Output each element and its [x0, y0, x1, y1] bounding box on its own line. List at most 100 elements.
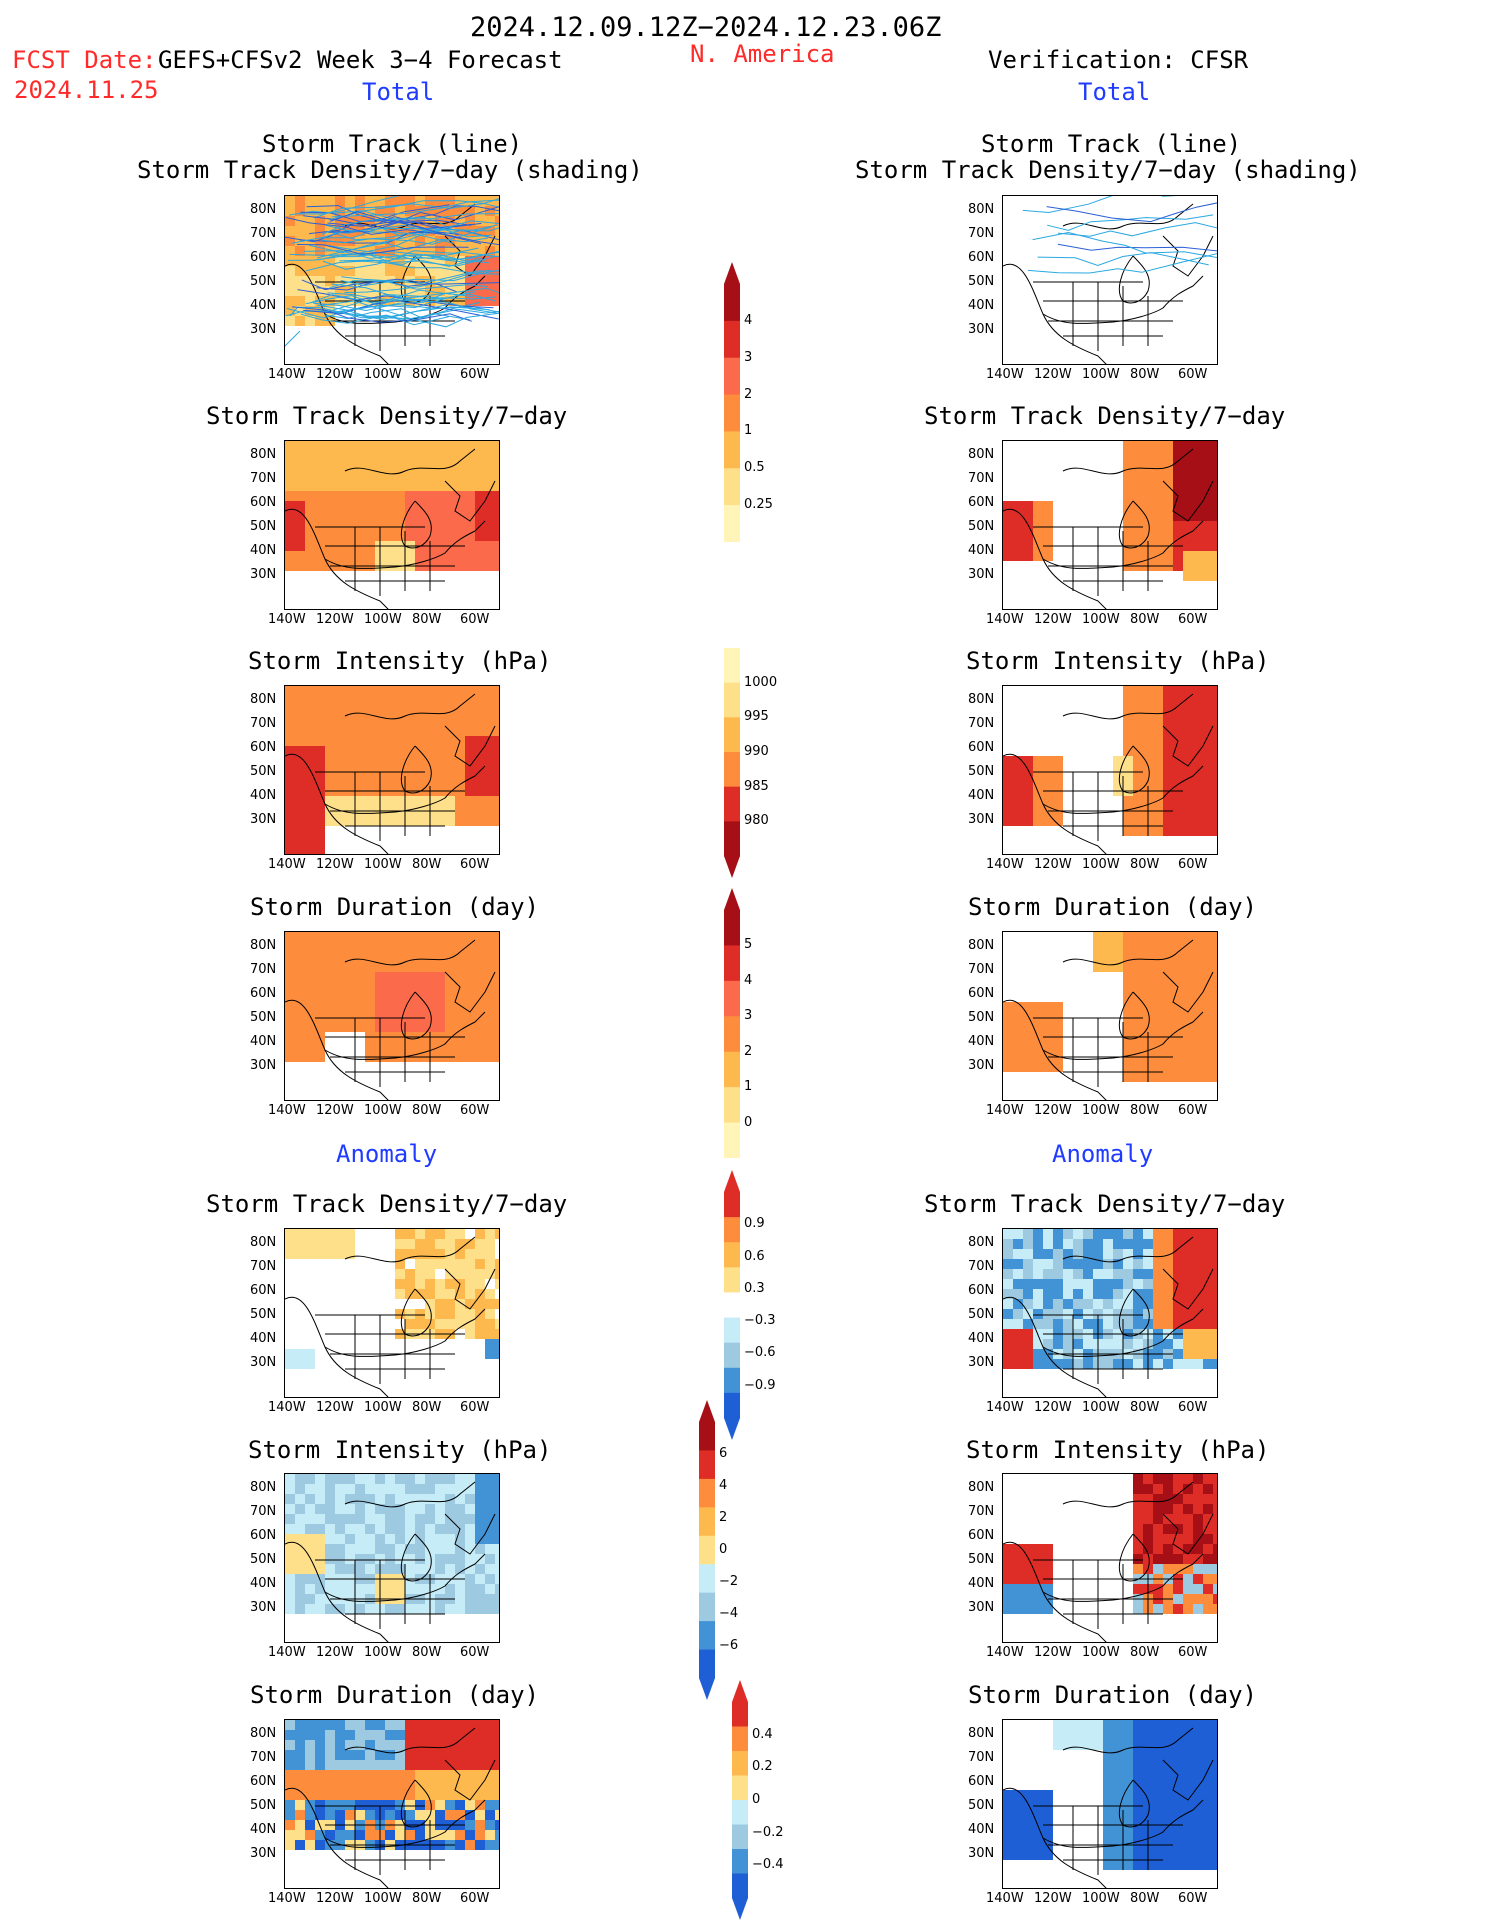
lat-tick-label: 70N: [250, 1750, 277, 1765]
lon-tick-label: 100W: [1082, 367, 1120, 382]
colorbar-swatch: [724, 1367, 740, 1394]
section-anomaly-left: Anomaly: [336, 1140, 438, 1168]
storm-track-line: [1057, 243, 1217, 252]
title-intensity-anom-right: Storm Intensity (hPa): [966, 1436, 1270, 1464]
lat-tick-label: 80N: [968, 1480, 995, 1495]
lat-tick-label: 70N: [968, 1504, 995, 1519]
lat-tick-label: 70N: [250, 962, 277, 977]
lat-tick-label: 40N: [250, 1576, 277, 1591]
colorbar-tick-label: 0: [752, 1792, 761, 1807]
lon-tick-label: 60W: [460, 1103, 490, 1118]
map-track-right: [1002, 195, 1218, 365]
lat-tick-label: 50N: [968, 519, 995, 534]
colorbar-swatch: [724, 284, 740, 322]
colorbar-swatch: [699, 1450, 715, 1480]
lon-tick-label: 60W: [1178, 1400, 1208, 1415]
colorbar-swatch: [724, 1317, 740, 1344]
lon-tick-label: 140W: [268, 857, 306, 872]
lat-tick-label: 40N: [250, 298, 277, 313]
lat-tick-label: 80N: [968, 447, 995, 462]
colorbar-tick-label: 3: [744, 349, 753, 365]
colorbar-swatch: [724, 1217, 740, 1243]
lon-tick-label: 60W: [460, 612, 490, 627]
title-density-left: Storm Track Density/7−day: [206, 402, 568, 430]
lon-tick-label: 80W: [412, 1645, 442, 1660]
colorbar-swatch: [732, 1726, 748, 1752]
colorbar-swatch: [724, 505, 740, 543]
colorbar-arrow-top: [699, 1400, 715, 1422]
lon-tick-label: 100W: [364, 612, 402, 627]
title-track-line-right: Storm Track (line): [981, 130, 1242, 158]
lon-tick-label: 80W: [412, 857, 442, 872]
lon-tick-label: 80W: [1130, 612, 1160, 627]
storm-track-line: [327, 205, 499, 227]
lon-tick-label: 80W: [412, 1891, 442, 1906]
lat-tick-label: 40N: [968, 543, 995, 558]
lat-tick-label: 80N: [250, 1726, 277, 1741]
colorbar-arrow-top: [724, 1170, 740, 1192]
lat-tick-label: 60N: [968, 1528, 995, 1543]
lat-tick-label: 80N: [968, 692, 995, 707]
title-intensity-anom-left: Storm Intensity (hPa): [248, 1436, 552, 1464]
colorbar-arrow-bottom: [732, 1898, 748, 1920]
storm-track-line: [325, 224, 489, 238]
colorbar-swatch: [732, 1702, 748, 1727]
lat-tick-label: 80N: [968, 1235, 995, 1250]
lon-tick-label: 140W: [268, 367, 306, 382]
lon-tick-label: 100W: [364, 1400, 402, 1415]
map-duration-anom-right: [1002, 1719, 1218, 1889]
colorbar-swatch: [724, 1392, 740, 1419]
title-track-shading-right: Storm Track Density/7−day (shading): [855, 156, 1361, 184]
colorbar-swatch: [724, 1342, 740, 1369]
lon-tick-label: 140W: [986, 367, 1024, 382]
lon-tick-label: 120W: [316, 857, 354, 872]
lon-tick-label: 120W: [1034, 857, 1072, 872]
colorbar-swatch: [724, 1122, 740, 1159]
colorbar-tick-label: −0.3: [744, 1313, 776, 1329]
lon-tick-label: 140W: [268, 1103, 306, 1118]
storm-track-line: [295, 306, 490, 320]
lon-tick-label: 140W: [986, 1891, 1024, 1906]
lon-tick-label: 80W: [1130, 1645, 1160, 1660]
colorbar-swatch: [699, 1621, 715, 1651]
colorbar-tick-label: −4: [719, 1606, 739, 1621]
lat-tick-label: 50N: [968, 1552, 995, 1567]
lat-tick-label: 80N: [250, 1235, 277, 1250]
colorbar-arrow-top: [732, 1680, 748, 1702]
colorbar-duration-anom: [730, 1680, 750, 1924]
lat-tick-label: 60N: [250, 250, 277, 265]
colorbar-swatch: [724, 357, 740, 396]
lat-tick-label: 80N: [250, 692, 277, 707]
lon-tick-label: 80W: [412, 367, 442, 382]
colorbar-tick-label: 1000: [744, 674, 778, 690]
lon-tick-label: 120W: [1034, 367, 1072, 382]
storm-track-line: [331, 283, 497, 314]
lon-tick-label: 60W: [1178, 1645, 1208, 1660]
colorbar-tick-label: 0.25: [744, 497, 773, 513]
lon-tick-label: 140W: [268, 1891, 306, 1906]
title-duration-anom-left: Storm Duration (day): [250, 1681, 539, 1709]
lat-tick-label: 80N: [250, 447, 277, 462]
storm-track-line: [1057, 222, 1217, 237]
storm-track-line: [1032, 231, 1217, 259]
lat-tick-label: 80N: [250, 938, 277, 953]
lat-tick-label: 80N: [968, 1726, 995, 1741]
storm-track-line: [286, 308, 450, 326]
lon-tick-label: 140W: [986, 857, 1024, 872]
storm-track-line: [339, 259, 499, 275]
title-duration-right: Storm Duration (day): [968, 893, 1257, 921]
colorbar-swatch: [732, 1873, 748, 1899]
lat-tick-label: 80N: [968, 202, 995, 217]
lon-tick-label: 140W: [268, 1645, 306, 1660]
lat-tick-label: 30N: [250, 567, 277, 582]
title-density-anom-right: Storm Track Density/7−day: [924, 1190, 1286, 1218]
lat-tick-label: 30N: [250, 1355, 277, 1370]
colorbar-tick-label: 0.3: [744, 1280, 765, 1296]
storm-track-line: [324, 244, 499, 267]
lat-tick-label: 80N: [250, 1480, 277, 1495]
colorbar-tick-label: 990: [744, 744, 769, 759]
title-intensity-right: Storm Intensity (hPa): [966, 647, 1270, 675]
colorbar-swatch: [724, 1051, 740, 1088]
lon-tick-label: 60W: [460, 857, 490, 872]
storm-track-line: [324, 301, 481, 320]
